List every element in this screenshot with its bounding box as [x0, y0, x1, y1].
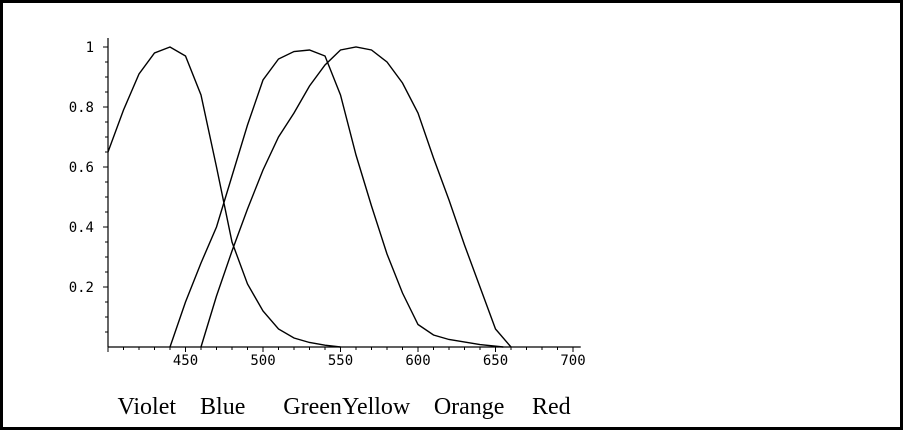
color-label: Blue	[200, 394, 245, 420]
color-label: Green	[283, 394, 342, 420]
y-tick-label: 0.6	[69, 160, 94, 176]
y-tick-label: 0.4	[69, 220, 94, 236]
color-label: Yellow	[342, 394, 411, 420]
x-tick-label: 550	[328, 353, 353, 369]
series-line-1	[107, 46, 341, 348]
color-labels: Violet Blue Green Yellow Orange Red	[117, 394, 570, 420]
sensitivity-chart: 450 500 550 600 650 700 0.2 0.4 0.6 0.8 1 Violet Bl…	[69, 38, 586, 420]
curves	[107, 46, 512, 348]
y-tick-label: 1	[86, 40, 94, 56]
color-label: Orange	[434, 394, 505, 420]
series-line-3	[200, 46, 512, 348]
x-tick-label: 650	[483, 353, 508, 369]
color-label: Violet	[117, 394, 176, 420]
axes: 450 500 550 600 650 700 0.2 0.4 0.6 0.8 1	[69, 38, 586, 369]
y-tick-label: 0.2	[69, 280, 94, 296]
series-line-2	[169, 49, 504, 348]
color-label: Red	[532, 394, 571, 420]
x-tick-label: 600	[405, 353, 430, 369]
x-tick-label: 450	[173, 353, 198, 369]
y-tick-label: 0.8	[69, 100, 94, 116]
x-tick-label: 500	[250, 353, 275, 369]
x-tick-label: 700	[560, 353, 585, 369]
